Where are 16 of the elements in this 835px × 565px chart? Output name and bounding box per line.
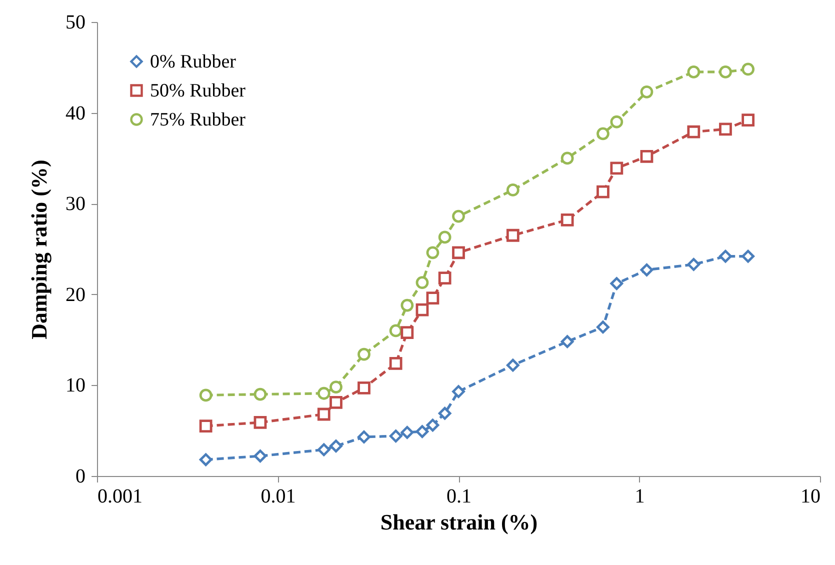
- y-tick-label: 0: [76, 466, 86, 488]
- y-tick-label: 10: [66, 374, 86, 397]
- legend-label: 75% Rubber: [150, 110, 246, 130]
- x-tick-label: 0.001: [98, 486, 142, 508]
- y-tick-label: 30: [66, 193, 86, 216]
- x-tick-label: 0.1: [446, 486, 472, 508]
- y-axis-title: Damping ratio (%): [26, 160, 52, 340]
- x-tick-label: 0.01: [260, 486, 296, 508]
- x-tick-label: 10: [800, 486, 820, 508]
- legend-label: 0% Rubber: [150, 52, 237, 72]
- y-tick-label: 40: [66, 102, 86, 124]
- x-axis-title: Shear strain (%): [380, 510, 538, 534]
- x-tick-label: 1: [634, 486, 645, 508]
- legend-label: 50% Rubber: [150, 80, 246, 102]
- y-tick-label: 20: [66, 284, 86, 306]
- y-tick-label: 50: [66, 12, 86, 34]
